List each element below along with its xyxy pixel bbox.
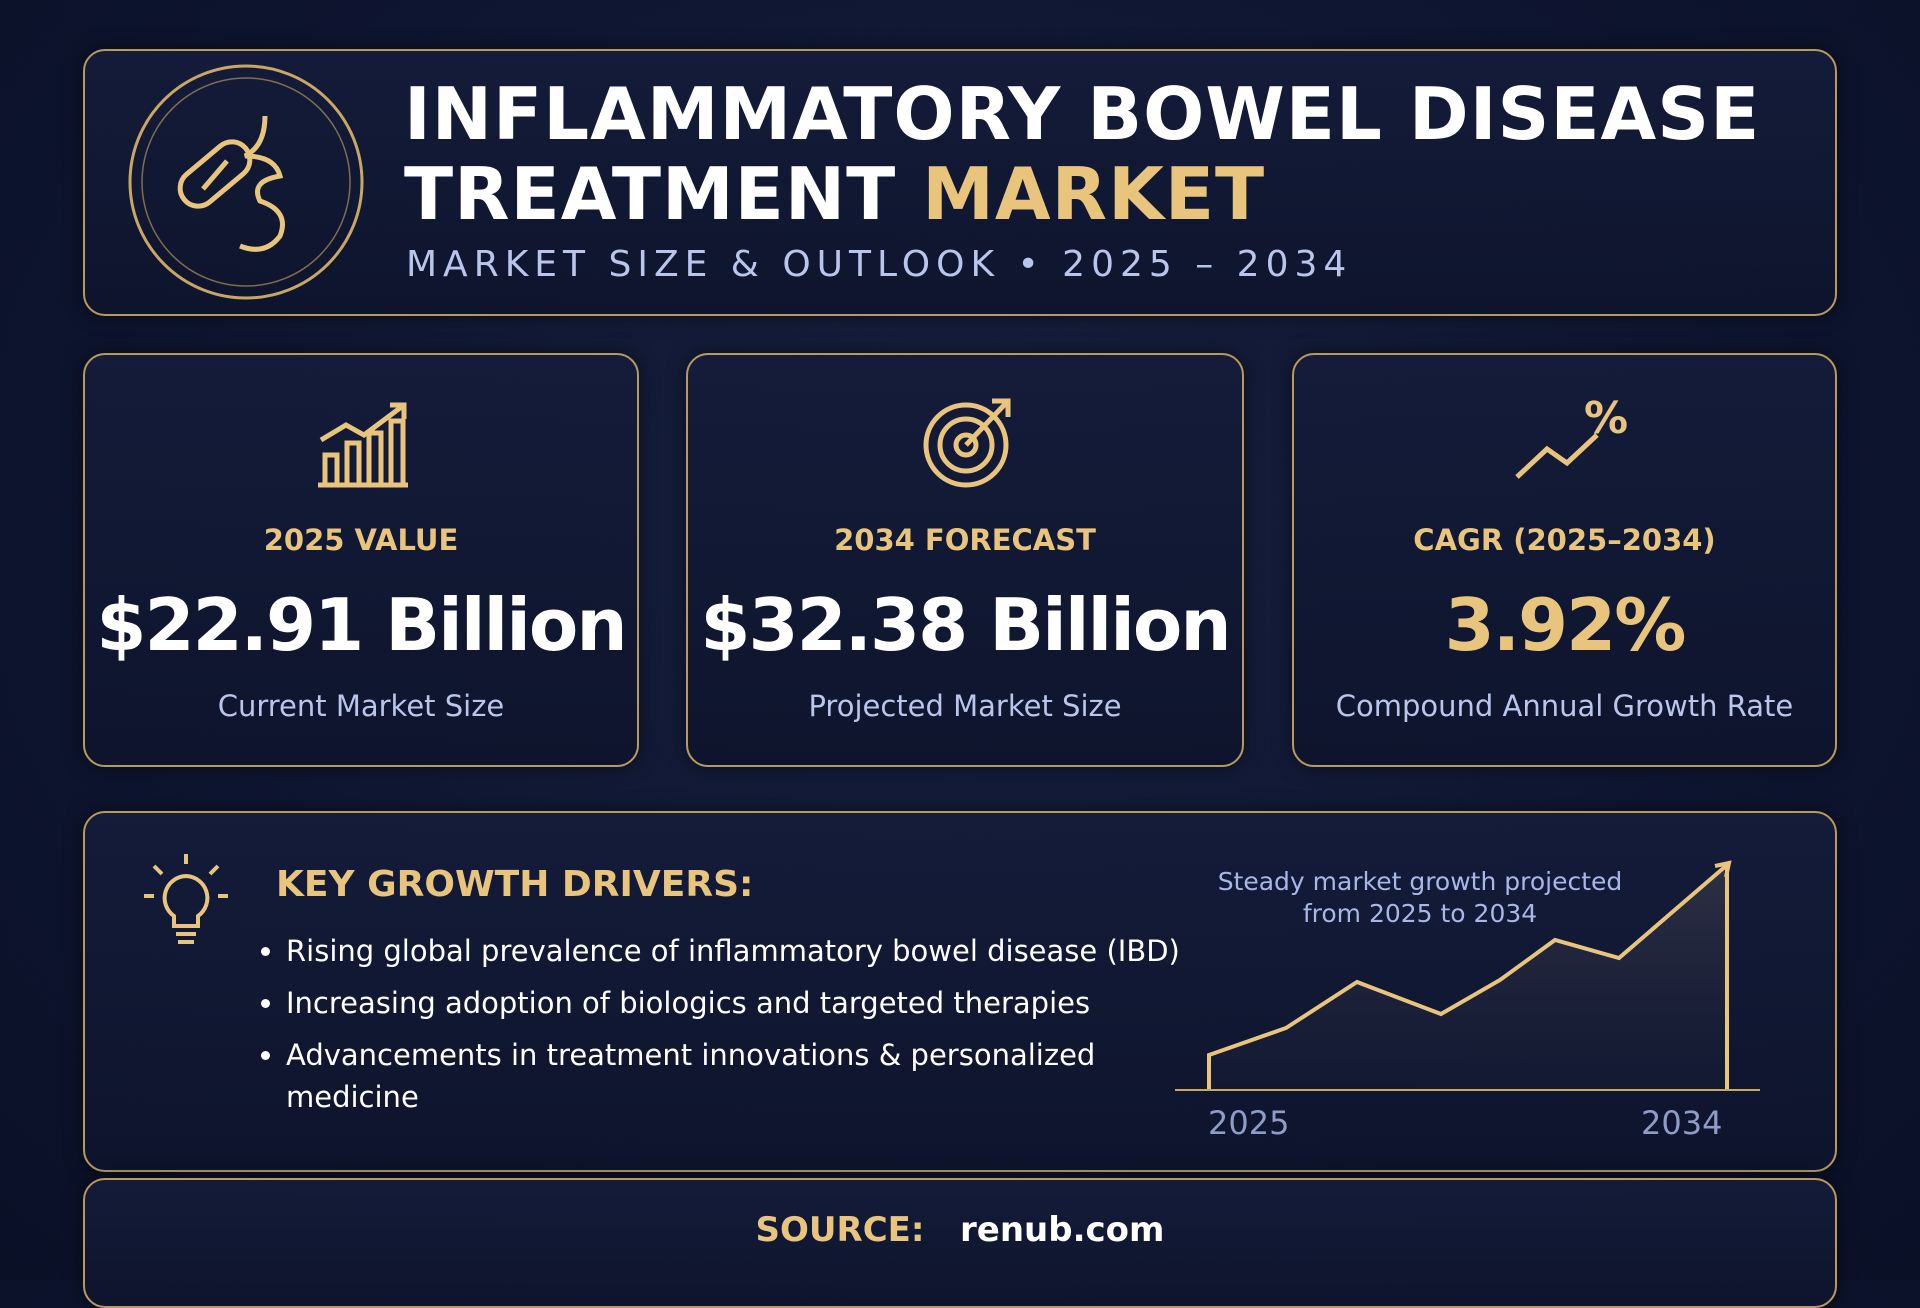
title-main: INFLAMMATORY BOWEL DISEASE TREATMENT bbox=[404, 72, 1761, 236]
trend-start-label: 2025 bbox=[1208, 1104, 1290, 1142]
card-icon bbox=[318, 402, 408, 488]
driver-item: Rising global prevalence of inflammatory… bbox=[286, 930, 1186, 972]
bulb-icon bbox=[144, 854, 228, 944]
card-icon: % bbox=[1515, 397, 1628, 479]
title-accent: MARKET bbox=[922, 152, 1266, 236]
source-label: SOURCE: bbox=[755, 1210, 925, 1250]
card-label: 2034 FORECAST bbox=[834, 523, 1096, 557]
title: INFLAMMATORY BOWEL DISEASE TREATMENT MAR… bbox=[404, 74, 1804, 234]
drivers-list: Rising global prevalence of inflammatory… bbox=[262, 930, 1186, 1128]
card-description: Compound Annual Growth Rate bbox=[1335, 689, 1794, 723]
subtitle: MARKET SIZE & OUTLOOK • 2025 – 2034 bbox=[406, 244, 1353, 285]
header-panel bbox=[83, 49, 1837, 316]
source-panel: SOURCE: renub.com bbox=[83, 1178, 1837, 1308]
card-value: $32.38 Billion bbox=[700, 583, 1231, 667]
card-icon bbox=[923, 398, 1011, 488]
source-line: SOURCE: renub.com bbox=[85, 1210, 1835, 1250]
trend-end-label: 2034 bbox=[1641, 1104, 1723, 1142]
page: INFLAMMATORY BOWEL DISEASE TREATMENT MAR… bbox=[0, 0, 1920, 1280]
card: 2034 FORECAST $32.38 Billion Projected M… bbox=[686, 353, 1244, 767]
svg-text:%: % bbox=[1584, 397, 1628, 444]
card-description: Projected Market Size bbox=[808, 689, 1122, 723]
card-label: 2025 VALUE bbox=[263, 523, 459, 557]
driver-item: Advancements in treatment innovations & … bbox=[286, 1034, 1186, 1118]
source-value: renub.com bbox=[960, 1210, 1165, 1250]
card-description: Current Market Size bbox=[217, 689, 505, 723]
drivers-heading: KEY GROWTH DRIVERS: bbox=[276, 864, 754, 905]
trend-caption: Steady market growth projected from 2025… bbox=[1217, 867, 1623, 928]
card-value: $22.91 Billion bbox=[96, 583, 627, 667]
card: % CAGR (2025–2034) 3.92% Compound Annual… bbox=[1292, 353, 1837, 767]
card-value: 3.92% bbox=[1444, 583, 1687, 667]
header-icon bbox=[128, 64, 364, 300]
trend-illustration bbox=[1175, 860, 1760, 1091]
driver-item: Increasing adoption of biologics and tar… bbox=[286, 982, 1186, 1024]
card-label: CAGR (2025–2034) bbox=[1413, 523, 1716, 557]
card: 2025 VALUE $22.91 Billion Current Market… bbox=[83, 353, 639, 767]
